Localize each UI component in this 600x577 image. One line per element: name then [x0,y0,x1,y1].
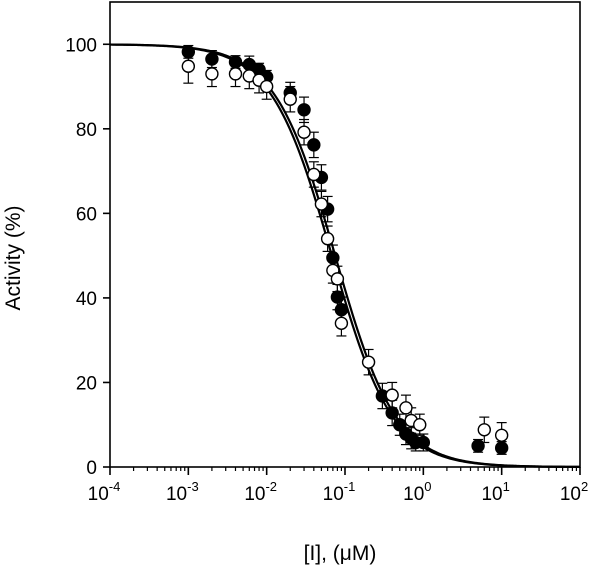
filled-data-point [416,435,431,450]
x-tick-label: 10-2 [244,479,277,505]
open-data-point [297,125,311,139]
filled-data-point [307,138,321,152]
error-bars [183,44,507,455]
y-tick-label: 100 [65,35,97,56]
open-data-point [413,418,427,432]
fit-curve-1 [109,43,581,468]
x-tick-label: 102 [560,479,588,505]
open-data-point [320,232,335,246]
plot-frame [109,1,581,468]
filled-data-point [334,303,349,317]
y-tick-label: 40 [76,289,97,310]
plot-border [109,1,581,468]
open-data-point [181,59,196,73]
open-data-point [307,167,321,182]
open-data-point [259,79,274,94]
open-data-point [477,423,491,437]
open-data-point [385,388,399,402]
y-tick-label: 80 [76,120,97,141]
y-tick-label: 20 [76,373,97,394]
open-data-point [399,401,413,415]
y-tick-label: 0 [86,458,97,479]
open-data-point [314,197,329,211]
x-tick-label: 10-1 [323,479,356,505]
fit-curve-2 [109,43,581,468]
filled-data-point [393,418,407,432]
open-data-point [283,92,297,106]
open-data-point [330,272,345,286]
open-data-point [228,67,243,81]
y-tick-label: 60 [76,204,97,225]
open-data-point [494,428,509,442]
x-axis-ticks: 10-4 10-3 10-2 10-1 100 101 102 [88,467,588,505]
x-tick-label: 10-4 [88,479,121,505]
x-tick-label: 10-3 [166,479,199,505]
x-axis-title: [I], (μM) [304,542,377,565]
fitted-curves [109,43,581,468]
open-data-point [205,67,219,81]
filled-data-point [471,439,485,453]
open-data-point [334,316,349,330]
filled-data-point [181,45,196,59]
data-markers [181,45,509,455]
x-tick-label: 100 [403,479,431,505]
filled-data-point [330,290,345,304]
open-data-point [361,355,376,369]
filled-data-point [494,441,509,455]
filled-data-point [205,52,219,66]
filled-data-point [297,103,311,117]
x-tick-label: 101 [481,479,509,505]
filled-data-point [228,55,243,69]
filled-data-point [385,406,399,420]
filled-data-point [326,251,340,265]
y-axis-ticks: 0 20 40 60 80 100 [65,35,110,479]
y-axis-title: Activity (%) [2,206,25,311]
